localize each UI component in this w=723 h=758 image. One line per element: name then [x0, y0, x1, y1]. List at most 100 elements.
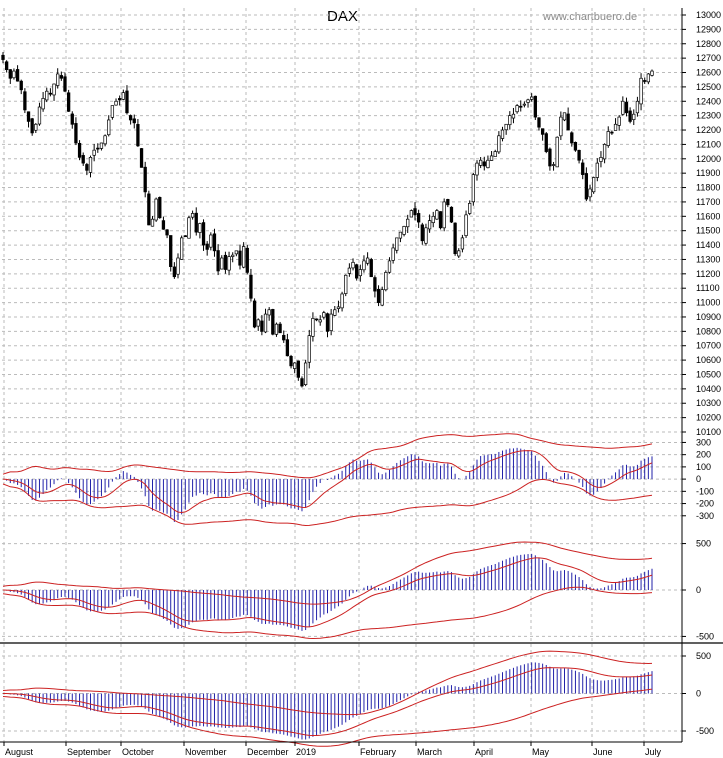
- candle-body: [526, 99, 530, 103]
- candle-body: [515, 105, 519, 113]
- candle-body: [52, 83, 56, 96]
- candle-body: [107, 119, 111, 136]
- y-tick-label: -200: [696, 499, 714, 509]
- candle-body: [624, 101, 629, 114]
- candlesticks: [1, 52, 654, 388]
- candle-body: [592, 177, 596, 193]
- candle-body: [74, 123, 78, 144]
- candle-body: [391, 247, 395, 261]
- y-tick-label: 12200: [696, 125, 721, 135]
- candle-body: [198, 223, 202, 233]
- candle-body: [402, 226, 406, 235]
- candle-body: [293, 362, 297, 369]
- y-tick-label: 11500: [696, 226, 720, 236]
- candle-body: [139, 148, 144, 168]
- x-tick-label: July: [645, 747, 662, 757]
- candle-body: [478, 159, 483, 166]
- candle-body: [307, 335, 311, 363]
- y-tick-label: 11900: [696, 168, 720, 178]
- candle-body: [271, 309, 275, 335]
- candle-body: [504, 123, 508, 131]
- candle-body: [573, 141, 578, 151]
- y-tick-label: 0: [696, 689, 701, 699]
- candle-body: [274, 323, 279, 335]
- candle-body: [59, 75, 63, 79]
- candle-body: [610, 131, 614, 134]
- candle-body: [169, 235, 173, 267]
- candle-body: [468, 203, 472, 214]
- y-tick-label: 12800: [696, 39, 721, 49]
- y-axis: 10100 10200 10300 10400 10500 10600 10700 10800…: [681, 8, 721, 742]
- candle-body: [438, 211, 443, 229]
- candle-body: [66, 92, 71, 112]
- candle-body: [482, 161, 486, 167]
- candle-body: [241, 246, 246, 268]
- candle-body: [355, 264, 359, 279]
- y-tick-label: -500: [696, 726, 714, 736]
- candle-body: [34, 123, 38, 131]
- upper-band: [2, 650, 653, 716]
- candle-body: [172, 266, 177, 278]
- candle-body: [220, 257, 224, 270]
- candle-body: [150, 218, 155, 227]
- y-tick-label: 10600: [696, 355, 721, 365]
- candle-body: [442, 201, 446, 229]
- candle-body: [249, 274, 253, 299]
- chart-title: DAX: [327, 8, 358, 25]
- y-tick-label: 12900: [696, 24, 721, 34]
- y-tick-label: 11300: [696, 254, 720, 264]
- candle-body: [325, 313, 330, 332]
- lower-band: [2, 688, 653, 747]
- y-tick-label: 500: [696, 539, 711, 549]
- candle-body: [176, 257, 180, 275]
- candle-body: [289, 355, 293, 367]
- y-tick-label: 11400: [696, 240, 720, 250]
- candle-body: [245, 247, 249, 273]
- candle-body: [617, 116, 621, 126]
- candle-body: [19, 80, 23, 91]
- candle-body: [457, 250, 461, 257]
- y-tick-label: 10800: [696, 326, 721, 336]
- y-tick-label: 12700: [696, 53, 721, 63]
- candle-body: [344, 274, 348, 294]
- candle-body: [183, 235, 187, 238]
- x-tick-label: August: [5, 747, 34, 757]
- y-tick-label: 12000: [696, 154, 721, 164]
- y-tick-label: 10100: [696, 427, 721, 437]
- candle-body: [362, 260, 366, 271]
- candle-body: [555, 136, 559, 168]
- y-tick-label: 300: [696, 437, 711, 447]
- candle-body: [406, 218, 410, 228]
- candle-body: [256, 319, 260, 327]
- candle-body: [358, 269, 362, 277]
- candle-body: [300, 378, 304, 387]
- candle-body: [489, 155, 494, 161]
- y-tick-label: 12500: [696, 82, 721, 92]
- candle-body: [475, 162, 479, 176]
- candle-body: [23, 91, 27, 111]
- x-tick-label: February: [360, 747, 397, 757]
- candle-body: [365, 257, 370, 264]
- candle-body: [464, 214, 468, 236]
- candle-body: [336, 306, 341, 309]
- candle-body: [165, 229, 169, 236]
- candle-body: [500, 129, 505, 139]
- y-tick-label: 11000: [696, 298, 720, 308]
- candle-body: [540, 128, 545, 135]
- candle-body: [311, 318, 315, 337]
- signal-line: [3, 667, 653, 736]
- candle-body: [493, 151, 497, 157]
- candle-body: [85, 164, 89, 171]
- y-tick-label: 12300: [696, 111, 721, 121]
- x-axis: August September October November December 20…: [0, 741, 682, 757]
- candle-body: [650, 70, 654, 76]
- y-tick-label: 10700: [696, 341, 721, 351]
- candle-body: [395, 237, 399, 251]
- candle-body: [70, 113, 74, 125]
- y-tick-label: -100: [696, 486, 714, 496]
- candle-body: [639, 77, 643, 105]
- candle-body: [533, 95, 537, 118]
- y-tick-label: 100: [696, 462, 711, 472]
- candle-body: [161, 220, 166, 230]
- candle-body: [584, 173, 589, 200]
